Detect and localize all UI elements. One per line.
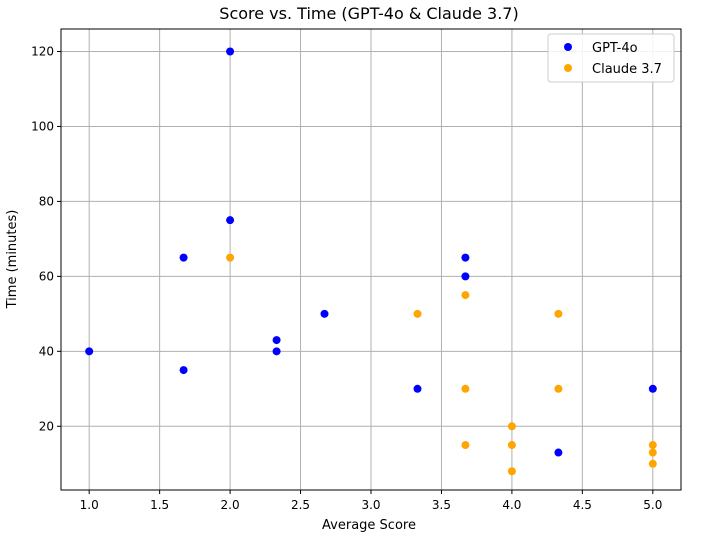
data-point [648,459,657,468]
data-point [320,309,329,318]
data-point [648,448,657,457]
data-point [226,253,235,262]
data-point [461,384,470,393]
y-axis-label: Time (minutes) [5,210,20,310]
data-point [554,384,563,393]
data-point [554,448,563,457]
data-point [461,253,470,262]
data-points [85,47,657,476]
y-tick-label: 120 [31,44,54,58]
data-point [413,309,422,318]
data-point [461,441,470,450]
legend-label: GPT-4o [592,41,638,56]
legend-marker [564,64,572,72]
chart-title: Score vs. Time (GPT-4o & Claude 3.7) [219,4,518,23]
data-point [226,47,235,56]
legend: GPT-4o Claude 3.7 [547,33,675,83]
data-point [272,336,281,345]
data-point [554,309,563,318]
data-point [226,216,235,225]
y-tick-label: 60 [39,269,54,283]
plot-frame [60,28,682,491]
data-point [179,366,188,375]
y-tick-label: 20 [39,419,54,433]
data-point [179,253,188,262]
x-tick-label: 4.0 [502,498,521,512]
data-point [85,347,94,356]
data-point [461,291,470,300]
x-tick-label: 2.0 [221,498,240,512]
data-point [272,347,281,356]
legend-label: Claude 3.7 [592,62,662,77]
data-point [648,384,657,393]
x-tick-label: 2.5 [291,498,310,512]
x-axis-label: Average Score [322,518,416,533]
x-tick-label: 1.0 [80,498,99,512]
x-tick-label: 4.5 [573,498,592,512]
x-tick-label: 1.5 [150,498,169,512]
data-point [413,384,422,393]
data-point [507,467,516,476]
data-point [648,441,657,450]
data-point [461,272,470,281]
y-tick-label: 40 [39,344,54,358]
grid-lines [61,29,681,490]
y-tick-label: 100 [31,119,54,133]
data-point [507,441,516,450]
x-tick-label: 3.0 [361,498,380,512]
x-tick-label: 5.0 [643,498,662,512]
y-tick-label: 80 [39,194,54,208]
legend-marker [564,43,572,51]
x-tick-label: 3.5 [432,498,451,512]
data-point [507,422,516,431]
legend-box [547,33,675,83]
axis-ticks: 1.0 1.5 2.0 2.5 3.0 3.5 4.0 4.5 5.0 20 40 60 80 100 12… [31,44,662,512]
